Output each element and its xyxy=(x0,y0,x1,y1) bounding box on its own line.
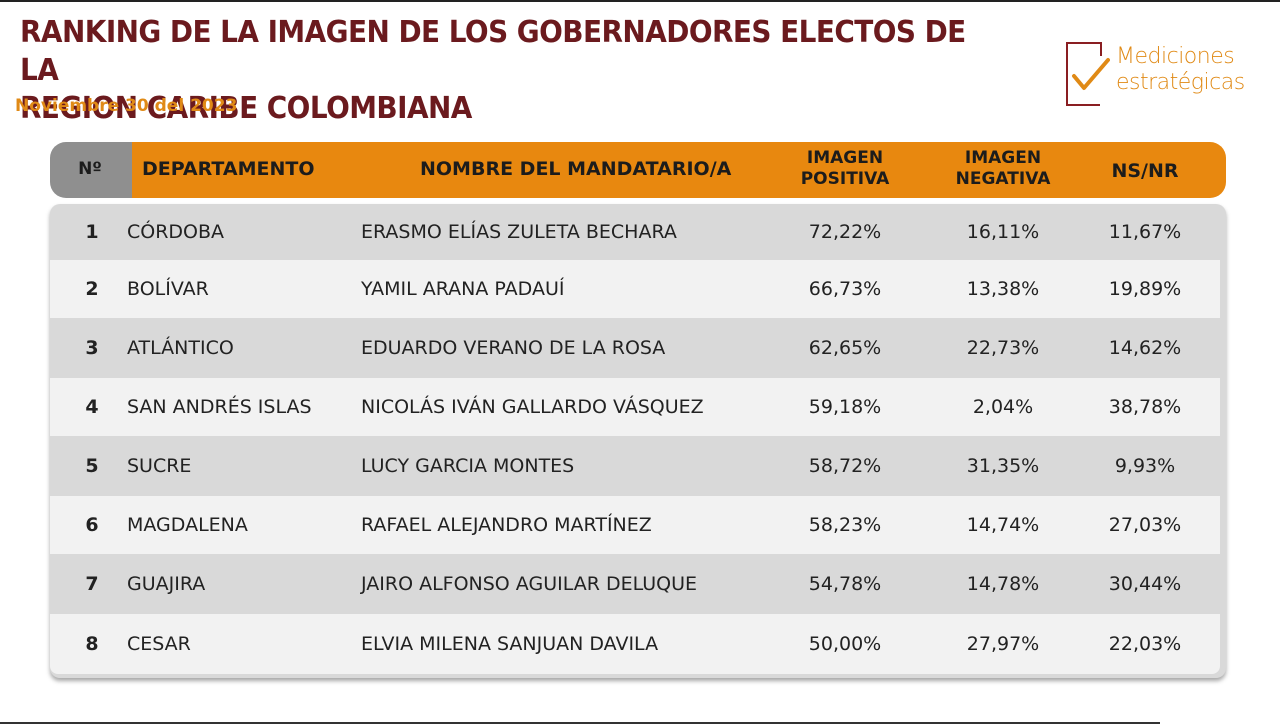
logo-text-line-1: Mediciones xyxy=(1116,44,1235,69)
bottom-divider xyxy=(0,722,1160,724)
cell-imagen-positiva: 58,72% xyxy=(808,455,882,477)
column-header-negativa-line-1: IMAGEN xyxy=(964,148,1042,168)
cell-nsnr: 14,62% xyxy=(1108,337,1182,359)
table-body: 1 CÓRDOBA ERASMO ELÍAS ZULETA BECHARA 72… xyxy=(50,204,1226,678)
cell-imagen-positiva: 50,00% xyxy=(808,633,882,655)
column-header-nombre: NOMBRE DEL MANDATARIO/A xyxy=(420,158,732,180)
cell-number: 2 xyxy=(85,278,99,300)
logo-frame xyxy=(1066,42,1102,106)
cell-imagen-negativa: 2,04% xyxy=(972,396,1034,418)
page-title: RANKING DE LA IMAGEN DE LOS GOBERNADORES… xyxy=(20,14,1006,128)
cell-nsnr: 27,03% xyxy=(1108,514,1182,536)
cell-nsnr: 11,67% xyxy=(1108,221,1182,243)
cell-nombre: NICOLÁS IVÁN GALLARDO VÁSQUEZ xyxy=(361,396,704,418)
cell-number: 1 xyxy=(85,221,99,243)
cell-imagen-positiva: 72,22% xyxy=(808,221,882,243)
title-line-2: REGION CARIBE COLOMBIANA xyxy=(20,91,472,126)
cell-number: 4 xyxy=(85,396,99,418)
cell-number: 6 xyxy=(85,514,99,536)
report-date: Noviembre 30 del 2023 xyxy=(15,96,238,116)
cell-number: 8 xyxy=(85,633,99,655)
cell-departamento: GUAJIRA xyxy=(127,573,206,595)
cell-imagen-positiva: 66,73% xyxy=(808,278,882,300)
table-row: 7 GUAJIRA JAIRO ALFONSO AGUILAR DELUQUE … xyxy=(50,554,1220,614)
cell-imagen-negativa: 31,35% xyxy=(966,455,1040,477)
logo-text: Mediciones estratégicas xyxy=(1116,44,1245,96)
checkmark-icon xyxy=(1072,58,1110,90)
cell-imagen-positiva: 59,18% xyxy=(808,396,882,418)
table-row: 2 BOLÍVAR YAMIL ARANA PADAUÍ 66,73% 13,3… xyxy=(50,260,1220,318)
top-border xyxy=(0,0,1280,2)
cell-departamento: CESAR xyxy=(127,633,191,655)
cell-imagen-negativa: 27,97% xyxy=(966,633,1040,655)
column-header-positiva-line-2: POSITIVA xyxy=(800,169,890,189)
cell-nsnr: 9,93% xyxy=(1114,455,1176,477)
cell-nombre: YAMIL ARANA PADAUÍ xyxy=(361,278,565,300)
cell-departamento: SUCRE xyxy=(127,455,192,477)
column-header-positiva-line-1: IMAGEN xyxy=(806,148,884,168)
cell-number: 5 xyxy=(85,455,99,477)
cell-departamento: MAGDALENA xyxy=(127,514,248,536)
table-header-number-cap xyxy=(50,142,132,198)
table-header-bar xyxy=(114,142,1226,198)
logo-text-line-2: estratégicas xyxy=(1116,70,1245,95)
cell-nsnr: 38,78% xyxy=(1108,396,1182,418)
column-header-number: Nº xyxy=(78,159,102,179)
cell-nombre: RAFAEL ALEJANDRO MARTÍNEZ xyxy=(361,514,652,536)
cell-departamento: BOLÍVAR xyxy=(127,278,209,300)
cell-nombre: ERASMO ELÍAS ZULETA BECHARA xyxy=(361,221,677,243)
cell-departamento: ATLÁNTICO xyxy=(127,337,234,359)
cell-nombre: JAIRO ALFONSO AGUILAR DELUQUE xyxy=(361,573,698,595)
cell-nsnr: 30,44% xyxy=(1108,573,1182,595)
column-header-imagen-positiva: IMAGEN POSITIVA xyxy=(790,148,900,190)
cell-nombre: EDUARDO VERANO DE LA ROSA xyxy=(361,337,666,359)
mediciones-estrategicas-logo: Mediciones estratégicas xyxy=(1064,40,1274,110)
cell-departamento: SAN ANDRÉS ISLAS xyxy=(127,396,312,418)
cell-imagen-positiva: 54,78% xyxy=(808,573,882,595)
cell-imagen-negativa: 13,38% xyxy=(966,278,1040,300)
cell-imagen-positiva: 58,23% xyxy=(808,514,882,536)
column-header-departamento: DEPARTAMENTO xyxy=(142,158,315,180)
table-row: 8 CESAR ELVIA MILENA SANJUAN DAVILA 50,0… xyxy=(50,614,1220,674)
cell-number: 7 xyxy=(85,573,99,595)
table-row: 5 SUCRE LUCY GARCIA MONTES 58,72% 31,35%… xyxy=(50,436,1220,496)
cell-nsnr: 22,03% xyxy=(1108,633,1182,655)
cell-imagen-negativa: 22,73% xyxy=(966,337,1040,359)
cell-imagen-positiva: 62,65% xyxy=(808,337,882,359)
table-row: 1 CÓRDOBA ERASMO ELÍAS ZULETA BECHARA 72… xyxy=(50,204,1220,260)
table-row: 4 SAN ANDRÉS ISLAS NICOLÁS IVÁN GALLARDO… xyxy=(50,378,1220,436)
title-line-1: RANKING DE LA IMAGEN DE LOS GOBERNADORES… xyxy=(20,15,966,88)
column-header-negativa-line-2: NEGATIVA xyxy=(955,169,1051,189)
cell-imagen-negativa: 16,11% xyxy=(966,221,1040,243)
cell-nsnr: 19,89% xyxy=(1108,278,1182,300)
ranking-table: Nº DEPARTAMENTO NOMBRE DEL MANDATARIO/A … xyxy=(50,140,1226,680)
column-header-imagen-negativa: IMAGEN NEGATIVA xyxy=(943,148,1063,190)
column-header-nsnr: NS/NR xyxy=(1111,160,1179,182)
cell-imagen-negativa: 14,74% xyxy=(966,514,1040,536)
cell-nombre: LUCY GARCIA MONTES xyxy=(361,455,575,477)
table-row: 3 ATLÁNTICO EDUARDO VERANO DE LA ROSA 62… xyxy=(50,318,1220,378)
table-row: 6 MAGDALENA RAFAEL ALEJANDRO MARTÍNEZ 58… xyxy=(50,496,1220,554)
cell-departamento: CÓRDOBA xyxy=(127,221,225,243)
cell-nombre: ELVIA MILENA SANJUAN DAVILA xyxy=(361,633,659,655)
cell-number: 3 xyxy=(85,337,99,359)
cell-imagen-negativa: 14,78% xyxy=(966,573,1040,595)
